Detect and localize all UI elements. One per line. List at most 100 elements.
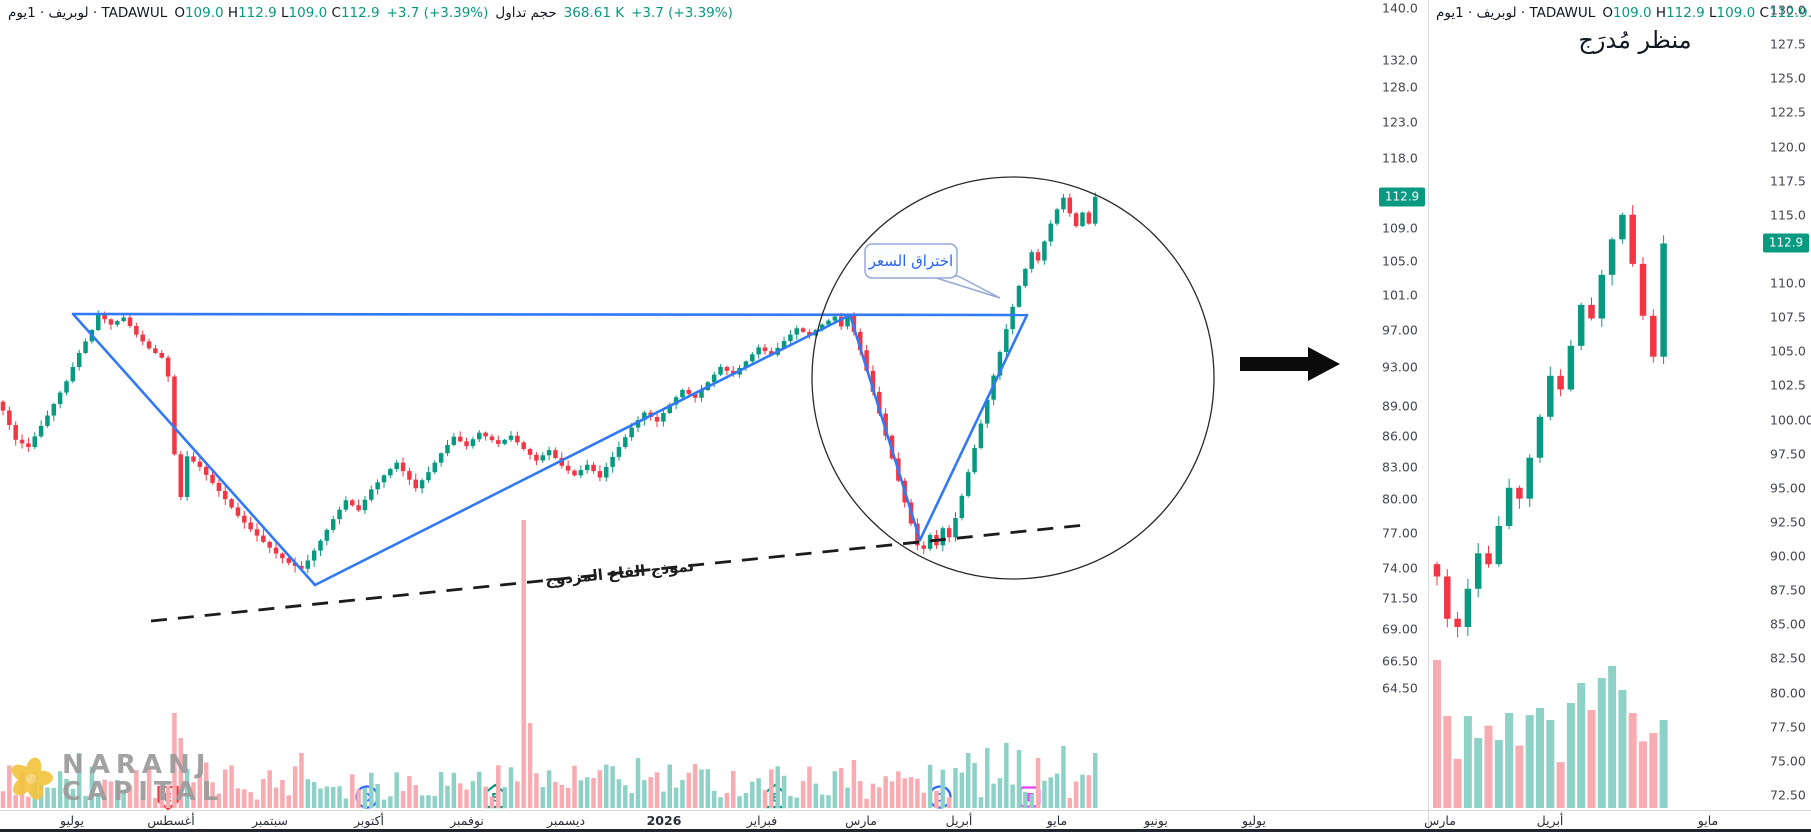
volume-bar — [902, 778, 907, 808]
price-tick: 109.0 — [1382, 220, 1418, 236]
right-chart-header[interactable]: لوبريف · 1يوم · TADAWUL O109.0 H112.9 L1… — [1436, 5, 1811, 21]
pattern-trendline — [313, 313, 852, 587]
month-label[interactable]: سبتمبر — [252, 813, 288, 828]
panel-divider[interactable] — [1428, 0, 1429, 830]
price-tick: 75.00 — [1770, 753, 1806, 769]
month-label[interactable]: أبريل — [945, 813, 973, 828]
volume-bar — [1048, 777, 1053, 808]
volume-bar — [978, 797, 984, 808]
volume-bar — [248, 792, 253, 808]
volume-bar — [889, 781, 895, 808]
price-tick: 110.0 — [1770, 275, 1806, 291]
volume-bar — [667, 764, 672, 808]
volume-bar — [1054, 773, 1060, 808]
volume-bar — [775, 766, 780, 808]
month-label[interactable]: ديسمبر — [546, 813, 586, 828]
volume-bar — [1080, 774, 1085, 808]
year-label[interactable]: 2026 — [646, 813, 682, 828]
ohlc-right-key: H — [1655, 5, 1667, 21]
volume-bar — [216, 793, 222, 808]
price-tick: 71.50 — [1382, 590, 1418, 606]
price-tick: 125.0 — [1770, 70, 1806, 86]
volume-bar — [604, 764, 609, 808]
month-label[interactable]: مايو — [1697, 813, 1719, 828]
volume-bar — [845, 787, 850, 808]
month-label[interactable]: نوفمبر — [450, 813, 484, 828]
marker-letter: E — [771, 790, 779, 804]
month-label[interactable]: يونيو — [1144, 813, 1168, 828]
volume-bar — [813, 783, 819, 808]
volume-bar — [883, 776, 888, 808]
volume-bar — [134, 770, 139, 808]
volume-bar — [273, 787, 279, 808]
last-price-badge-right: 112.9 — [1763, 233, 1809, 253]
volume-bar — [7, 765, 12, 808]
volume-bar — [1035, 758, 1041, 808]
volume-bar — [184, 768, 190, 808]
volume-bar — [1023, 791, 1028, 808]
double-bottom-support-dashed-line — [150, 523, 1086, 623]
month-label[interactable]: مارس — [1424, 813, 1456, 828]
month-label[interactable]: أبريل — [1536, 813, 1564, 828]
volume-value: 368.61 K — [563, 5, 625, 21]
volume-bar — [57, 771, 63, 808]
volume-bar — [1608, 666, 1617, 808]
volume-bar — [635, 758, 641, 808]
month-label[interactable]: يوليو — [60, 813, 84, 828]
volume-bar — [1433, 660, 1441, 808]
price-tick: 87.50 — [1770, 582, 1806, 598]
ohlc-left-key: H — [227, 5, 239, 21]
volume-bar — [826, 795, 831, 808]
volume-bar — [324, 786, 330, 808]
volume-bar — [394, 772, 399, 808]
month-label[interactable]: يوليو — [1242, 813, 1266, 828]
volume-bar — [864, 798, 869, 808]
volume-bar — [1061, 746, 1066, 808]
volume-bar — [203, 762, 209, 808]
month-label[interactable]: أكتوبر — [353, 813, 385, 828]
volume-bar — [235, 788, 241, 808]
price-tick: 80.00 — [1770, 685, 1806, 700]
volume-bar — [489, 796, 495, 808]
volume-bar — [299, 753, 304, 808]
volume-bar — [927, 764, 933, 808]
volume-bar — [915, 778, 920, 808]
left-chart-header[interactable]: لوبريف · 1يوم · TADAWUL O109.0 H112.9 L1… — [8, 5, 733, 21]
volume-bar — [692, 763, 698, 808]
volume-bar — [896, 771, 901, 808]
volume-bar — [597, 770, 603, 808]
month-label[interactable]: فبراير — [746, 813, 778, 828]
volume-bar — [559, 784, 565, 808]
volume-bar — [96, 794, 101, 808]
volume-bar — [731, 770, 736, 808]
volume-change: +3.7 (+3.39%) — [631, 5, 733, 21]
volume-bar — [102, 779, 107, 808]
window-bottom-edge — [0, 829, 1811, 832]
volume-bar — [197, 768, 203, 808]
volume-bar — [419, 795, 425, 808]
month-label[interactable]: مارس — [845, 813, 877, 828]
volume-bar — [242, 789, 247, 808]
volume-bar — [407, 775, 412, 808]
volume-bar — [750, 781, 755, 808]
volume-bar — [642, 780, 647, 808]
volume-bar — [337, 786, 342, 808]
volume-bar — [1659, 720, 1668, 808]
volume-bar — [610, 766, 615, 808]
month-label[interactable]: مايو — [1046, 813, 1068, 828]
volume-bar — [527, 723, 533, 808]
volume-bar — [83, 795, 88, 808]
price-tick: 128.0 — [1382, 79, 1418, 95]
ohlc-left-key: O — [174, 5, 185, 21]
price-tick: 97.50 — [1770, 446, 1806, 462]
zoomed-view-chart-candles — [1433, 214, 1667, 627]
symbol-title[interactable]: لوبريف · 1يوم · TADAWUL — [8, 5, 168, 21]
volume-bar — [343, 798, 349, 808]
month-label[interactable]: أغسطس — [147, 813, 195, 828]
ohlc-right-value: 112.9 — [1666, 5, 1710, 21]
symbol-title-right[interactable]: لوبريف · 1يوم · TADAWUL — [1436, 5, 1596, 21]
price-tick: 118.0 — [1382, 150, 1418, 166]
volume-bar — [1004, 743, 1009, 808]
price-tick: 122.5 — [1770, 104, 1806, 120]
